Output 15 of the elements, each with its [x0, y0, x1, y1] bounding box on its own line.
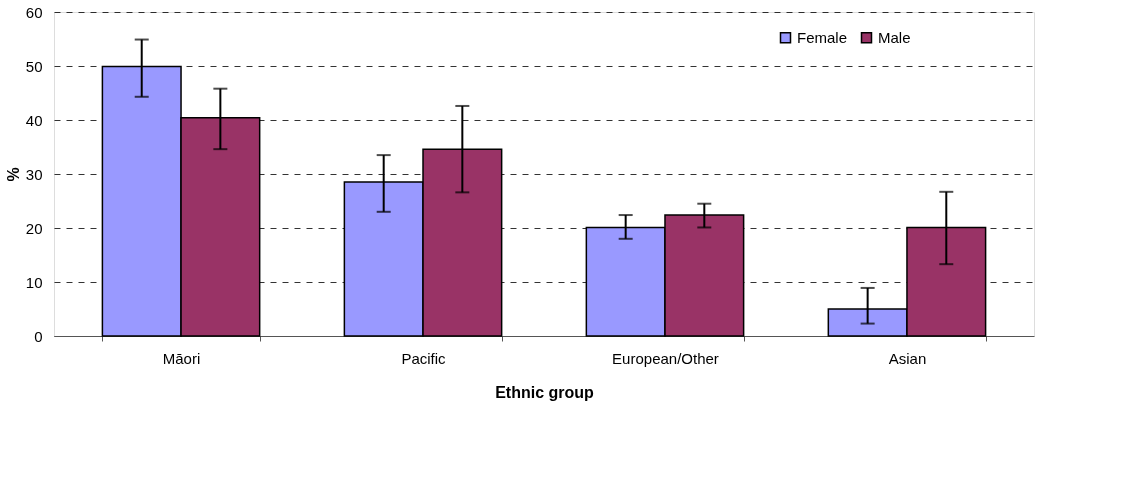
y-tick-label: 20: [25, 219, 43, 237]
y-tick-label: 40: [25, 111, 43, 129]
legend-label: Female: [797, 28, 848, 46]
y-axis-title: %: [4, 167, 22, 182]
y-tick-label: 30: [25, 165, 43, 183]
y-tick-label: 10: [25, 273, 43, 291]
x-tick-label: Māori: [162, 349, 201, 367]
y-tick-label: 0: [34, 327, 43, 345]
x-axis-title: Ethnic group: [495, 383, 595, 401]
x-tick-label: Pacific: [401, 349, 447, 367]
y-tick-label: 60: [25, 3, 43, 21]
y-tick-label: 50: [25, 57, 43, 75]
legend-label: Male: [878, 28, 911, 46]
x-tick-label: Asian: [888, 349, 927, 367]
x-tick-label: European/Other: [612, 349, 719, 367]
